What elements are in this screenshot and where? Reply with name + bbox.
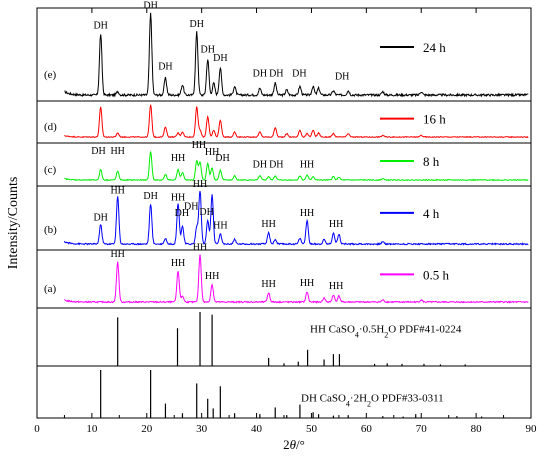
peak-label-b-0: DH xyxy=(93,212,107,223)
peak-label-a-1: HH xyxy=(171,258,185,269)
pattern-line-e xyxy=(64,12,529,98)
pattern-line-c xyxy=(64,151,529,182)
frame-layer xyxy=(36,7,532,419)
peak-label-b-1: HH xyxy=(110,186,124,197)
peak-label-b-7: DH xyxy=(199,207,213,218)
legend-label-a: 0.5 h xyxy=(423,267,450,282)
pattern-d: (d) 16 h xyxy=(44,104,529,139)
panel-label-b: (b) xyxy=(44,224,57,236)
x-tick-label-80: 80 xyxy=(471,423,483,435)
peak-label-b-6: HH xyxy=(193,179,207,190)
peak-label-b-4: DH xyxy=(175,208,189,219)
x-axis: 0 10 20 30 40 50 60 70 80 90 xyxy=(34,8,537,435)
x-tick-label-50: 50 xyxy=(306,423,318,435)
peak-label-c-7: DH xyxy=(269,159,283,170)
legend-label-d: 16 h xyxy=(423,112,446,127)
peak-label-e-2: DH xyxy=(158,62,172,73)
peak-label-e-9: DH xyxy=(335,72,349,83)
peak-label-c-0: DH xyxy=(91,146,105,157)
peak-label-a-5: HH xyxy=(300,278,314,289)
x-tick-label-0: 0 xyxy=(34,423,40,435)
peak-label-c-3: HH xyxy=(192,140,206,151)
pattern-line-b xyxy=(63,190,529,246)
peak-label-b-11: HH xyxy=(329,219,343,230)
pattern-line-a xyxy=(64,254,529,304)
peak-label-e-7: DH xyxy=(269,68,283,79)
x-tick-label-40: 40 xyxy=(251,423,263,435)
legend-label-c: 8 h xyxy=(423,154,440,169)
pattern-a: HH HH HH HH HH HH HH (a) 0.5 h xyxy=(44,243,529,304)
plot-frame xyxy=(36,7,532,419)
legend-label-b: 4 h xyxy=(423,206,440,221)
legend-label-e: 24 h xyxy=(423,40,446,55)
x-tick-label-30: 30 xyxy=(196,423,208,435)
x-tick-label-70: 70 xyxy=(416,423,428,435)
reference-ref_dh: DH CaSO4·2H2O PDF#33-0311 xyxy=(100,370,483,418)
peak-label-a-3: HH xyxy=(205,271,219,282)
peak-label-e-4: DH xyxy=(200,45,214,56)
peak-label-c-2: HH xyxy=(171,153,185,164)
x-tick-label-90: 90 xyxy=(526,423,538,435)
peak-label-b-2: DH xyxy=(143,191,157,202)
peak-label-c-5: DH xyxy=(215,153,229,164)
peak-label-c-4: HH xyxy=(205,147,219,158)
reference-ref_hh: HH CaSO4·0.5H2O PDF#41-0224 xyxy=(117,312,466,366)
reference-label-ref_dh: DH CaSO4·2H2O PDF#33-0311 xyxy=(301,392,444,408)
panel-label-e: (e) xyxy=(44,69,57,81)
peak-label-a-6: HH xyxy=(329,281,343,292)
panel-label-d: (d) xyxy=(44,121,57,133)
peak-label-b-5: DH xyxy=(184,201,198,212)
peak-label-e-6: DH xyxy=(253,68,267,79)
pattern-line-d xyxy=(64,104,529,139)
peak-label-c-1: HH xyxy=(110,146,124,157)
peak-label-a-4: HH xyxy=(261,279,275,290)
panel-label-c: (c) xyxy=(44,164,57,176)
x-tick-label-60: 60 xyxy=(361,423,373,435)
peak-label-a-0: HH xyxy=(110,249,124,260)
panel-label-a: (a) xyxy=(44,283,57,295)
reference-label-ref_hh: HH CaSO4·0.5H2O PDF#41-0224 xyxy=(310,323,462,339)
peak-label-e-5: DH xyxy=(213,53,227,64)
peak-label-b-9: HH xyxy=(261,219,275,230)
peak-label-c-6: DH xyxy=(253,159,267,170)
peak-label-b-3: HH xyxy=(171,192,185,203)
x-tick-label-20: 20 xyxy=(141,423,153,435)
peak-label-e-0: DH xyxy=(93,21,107,32)
x-axis-label: 2θ/° xyxy=(283,437,305,452)
peak-label-b-10: HH xyxy=(300,208,314,219)
peak-label-e-3: DH xyxy=(190,19,204,30)
peak-label-e-1: DH xyxy=(143,0,157,11)
peak-label-c-8: HH xyxy=(300,159,314,170)
peak-label-a-2: HH xyxy=(193,243,207,254)
peak-label-b-8: HH xyxy=(213,220,227,231)
peak-label-e-8: DH xyxy=(292,68,306,79)
y-axis-label: Intensity/Counts xyxy=(6,177,21,270)
x-tick-label-10: 10 xyxy=(86,423,98,435)
